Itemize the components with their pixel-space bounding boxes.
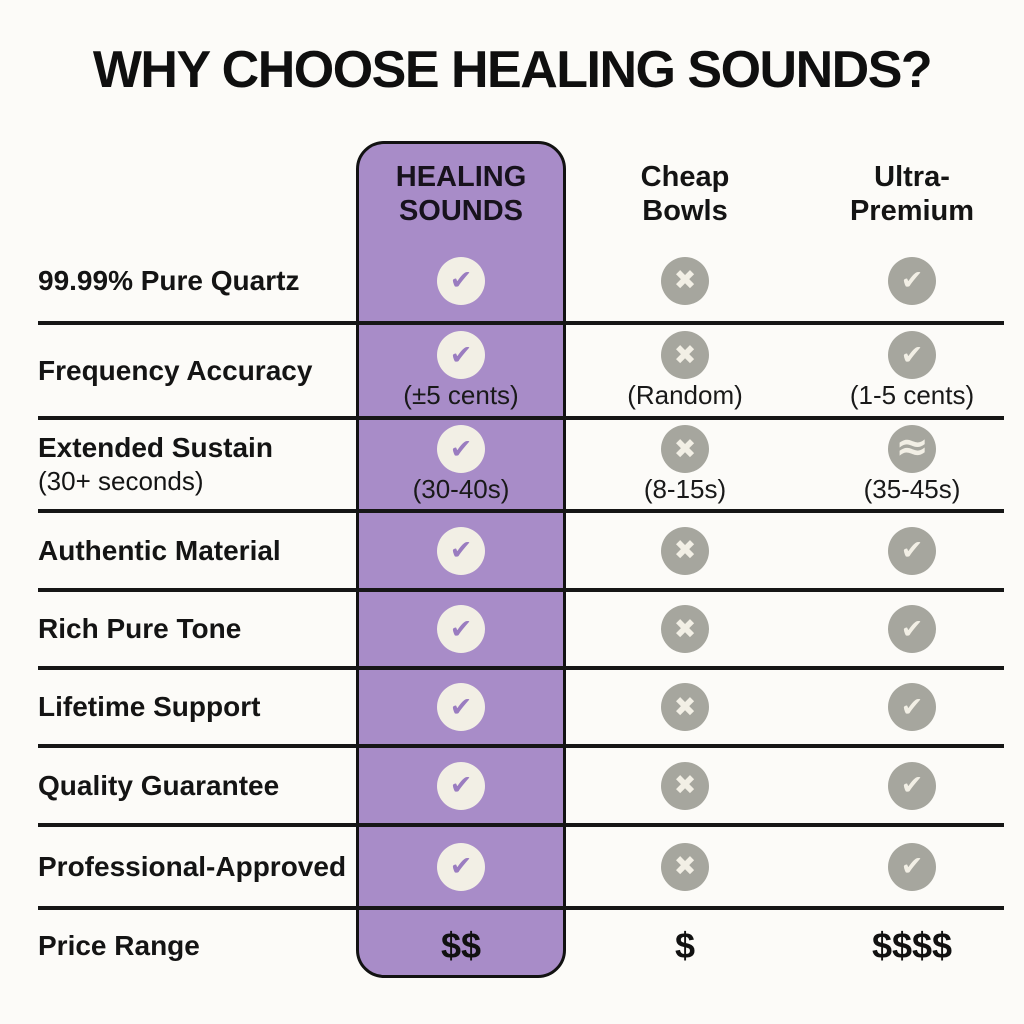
column-header-ultra-premium: Ultra-Premium bbox=[812, 146, 1012, 244]
check-icon bbox=[888, 842, 936, 891]
row-label-wrap: Lifetime Support bbox=[38, 670, 260, 744]
table-row: Frequency Accuracy (±5 cents) (Random) (… bbox=[38, 325, 1004, 420]
cross-icon bbox=[661, 683, 709, 731]
check-icon bbox=[437, 683, 485, 731]
row-label: Price Range bbox=[38, 930, 200, 961]
price-value: $ bbox=[674, 925, 696, 966]
row-label: Quality Guarantee bbox=[38, 769, 280, 801]
cross-icon bbox=[661, 842, 709, 891]
price-value: $$$$ bbox=[871, 925, 953, 966]
table-row: Lifetime Support bbox=[38, 670, 1004, 748]
check-icon bbox=[437, 331, 485, 380]
check-icon bbox=[888, 605, 936, 653]
row-label: Professional-Approved bbox=[38, 850, 347, 882]
cell-healing: (30-40s) bbox=[358, 420, 564, 509]
cell-healing bbox=[358, 592, 564, 666]
cell-cheap: (8-15s) bbox=[585, 420, 785, 509]
row-label-wrap: 99.99% Pure Quartz bbox=[38, 240, 299, 321]
check-icon bbox=[888, 683, 936, 731]
column-header-label: HEALING SOUNDS bbox=[395, 161, 527, 227]
cell-ultra bbox=[812, 513, 1012, 588]
cell-note: (1-5 cents) bbox=[849, 380, 975, 411]
table-row: 99.99% Pure Quartz bbox=[38, 240, 1004, 325]
cross-icon bbox=[661, 425, 709, 474]
page-title: WHY CHOOSE HEALING SOUNDS? bbox=[92, 41, 933, 99]
cell-healing: $$ bbox=[358, 910, 564, 982]
cell-healing: (±5 cents) bbox=[358, 325, 564, 416]
cell-ultra: (35-45s) bbox=[812, 420, 1012, 509]
cross-icon bbox=[661, 331, 709, 380]
cross-icon bbox=[661, 256, 709, 305]
cross-icon bbox=[661, 761, 709, 810]
column-header-healing-sounds: HEALING SOUNDS bbox=[358, 146, 564, 244]
column-header-label: Cheap Bowls bbox=[640, 161, 730, 227]
cell-ultra: (1-5 cents) bbox=[812, 325, 1012, 416]
check-icon bbox=[888, 256, 936, 305]
cell-cheap bbox=[585, 240, 785, 321]
check-icon bbox=[437, 256, 485, 305]
row-label-wrap: Rich Pure Tone bbox=[38, 592, 241, 666]
check-icon bbox=[437, 526, 485, 575]
row-label-wrap: Quality Guarantee bbox=[38, 748, 279, 823]
check-icon bbox=[888, 761, 936, 810]
cell-note: (±5 cents) bbox=[403, 380, 519, 411]
check-icon bbox=[437, 761, 485, 810]
cell-cheap: (Random) bbox=[585, 325, 785, 416]
row-label-wrap: Professional-Approved bbox=[38, 827, 346, 906]
row-label-wrap: Frequency Accuracy bbox=[38, 325, 312, 416]
table-row: Professional-Approved bbox=[38, 827, 1004, 910]
cell-healing bbox=[358, 827, 564, 906]
cell-ultra bbox=[812, 240, 1012, 321]
table-row: Extended Sustain (30+ seconds) (30-40s) … bbox=[38, 420, 1004, 513]
approx-icon bbox=[888, 425, 936, 474]
cell-cheap bbox=[585, 748, 785, 823]
table-row: Quality Guarantee bbox=[38, 748, 1004, 827]
cell-ultra bbox=[812, 827, 1012, 906]
cell-ultra bbox=[812, 592, 1012, 666]
cell-healing bbox=[358, 513, 564, 588]
cell-cheap bbox=[585, 827, 785, 906]
check-icon bbox=[437, 425, 485, 474]
header-row: HEALING SOUNDS Cheap Bowls Ultra-Premium bbox=[38, 146, 1004, 244]
row-label: Extended Sustain bbox=[38, 432, 273, 463]
table-row: Authentic Material bbox=[38, 513, 1004, 592]
row-label-note: (30+ seconds) bbox=[38, 466, 204, 496]
row-label-wrap: Authentic Material bbox=[38, 513, 281, 588]
table-row: Rich Pure Tone bbox=[38, 592, 1004, 670]
row-label: 99.99% Pure Quartz bbox=[38, 264, 300, 296]
column-header-cheap-bowls: Cheap Bowls bbox=[585, 146, 785, 244]
cell-ultra bbox=[812, 748, 1012, 823]
check-icon bbox=[437, 605, 485, 653]
cell-healing bbox=[358, 748, 564, 823]
row-label: Frequency Accuracy bbox=[38, 354, 313, 386]
cell-ultra bbox=[812, 670, 1012, 744]
row-label-wrap: Extended Sustain (30+ seconds) bbox=[38, 420, 273, 509]
row-label: Authentic Material bbox=[38, 534, 281, 566]
cell-cheap: $ bbox=[585, 910, 785, 982]
cross-icon bbox=[661, 605, 709, 653]
cell-cheap bbox=[585, 513, 785, 588]
cell-cheap bbox=[585, 592, 785, 666]
cell-healing bbox=[358, 240, 564, 321]
check-icon bbox=[888, 526, 936, 575]
check-icon bbox=[888, 331, 936, 380]
check-icon bbox=[437, 842, 485, 891]
row-label-wrap: Price Range bbox=[38, 910, 200, 982]
cell-healing bbox=[358, 670, 564, 744]
row-label: Rich Pure Tone bbox=[38, 613, 242, 644]
cell-note: (30-40s) bbox=[412, 474, 510, 505]
row-label: Lifetime Support bbox=[38, 691, 261, 722]
cell-note: (35-45s) bbox=[863, 474, 961, 505]
cross-icon bbox=[661, 526, 709, 575]
table-row: Price Range $$ $ $$$$ bbox=[38, 910, 1004, 982]
price-value: $$ bbox=[440, 925, 482, 966]
cell-ultra: $$$$ bbox=[812, 910, 1012, 982]
cell-note: (8-15s) bbox=[643, 474, 727, 505]
cell-cheap bbox=[585, 670, 785, 744]
cell-note: (Random) bbox=[627, 380, 743, 411]
column-header-label: Ultra-Premium bbox=[849, 161, 975, 227]
